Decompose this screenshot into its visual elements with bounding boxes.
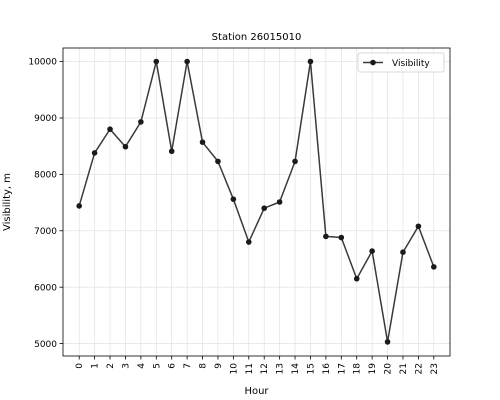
x-tick-label: 8 [199,363,209,369]
y-tick-label: 7000 [34,227,57,237]
data-point [307,58,314,65]
x-tick-label: 0 [75,363,85,369]
data-point [168,148,175,155]
x-tick-label: 7 [183,363,193,369]
x-tick-label: 1 [91,363,101,369]
x-tick-label: 17 [337,363,347,374]
x-tick-label: 5 [152,363,162,369]
x-tick-label: 3 [121,363,131,369]
data-point [215,158,221,165]
y-tick-label: 10000 [28,58,57,68]
x-tick-label: 12 [260,363,270,374]
data-point [199,139,206,146]
y-tick-label: 8000 [34,171,57,181]
x-tick-label: 6 [168,363,178,369]
data-point [415,223,422,230]
data-point [276,199,283,205]
y-tick-label: 9000 [34,114,57,124]
series-layer [76,58,437,345]
x-tick-label: 4 [137,363,147,369]
data-point [353,275,360,282]
grid [63,48,450,356]
data-point [122,143,129,150]
data-point [369,248,375,254]
legend-label-visibility: Visibility [392,59,430,69]
data-point [292,158,298,165]
y-axis-ticks: 5000 6000 7000 8000 9000 10000 [28,58,63,350]
data-point [400,249,406,256]
chart-title: Station 26015010 [212,32,302,43]
x-axis-label: Hour [244,386,269,397]
x-tick-label: 20 [384,363,394,375]
legend-marker [370,59,376,66]
legend-box [357,52,445,73]
data-point [184,58,190,65]
x-tick-label: 11 [245,363,255,374]
x-tick-label: 13 [276,363,286,374]
data-point [153,58,160,65]
data-point [230,196,237,202]
data-point [76,203,82,209]
data-point [245,239,252,245]
x-tick-label: 16 [322,363,332,375]
y-tick-label: 6000 [34,283,57,293]
data-point [338,234,345,241]
x-tick-label: 21 [399,363,409,374]
x-tick-label: 15 [306,363,316,374]
data-point [138,119,144,125]
x-axis-ticks: 0 1 2 3 4 5 6 7 8 9 10 11 12 13 14 15 16 17 18 19 20 21 22 23 [75,356,440,374]
data-point [91,150,98,156]
y-axis-label: Visibility, m [2,173,13,231]
data-point [431,264,437,270]
x-tick-label: 14 [291,363,301,375]
series-line-visibility [78,60,435,343]
y-tick-label: 5000 [34,340,57,350]
data-point [261,205,268,212]
x-tick-label: 22 [414,363,424,374]
plot-frame [62,47,451,357]
data-point [384,339,391,345]
x-tick-label: 18 [353,363,363,375]
x-tick-label: 19 [368,363,378,375]
legend: Visibility [357,52,445,73]
data-point [107,126,113,133]
x-tick-label: 10 [229,363,239,375]
x-tick-label: 23 [430,363,440,374]
x-tick-label: 9 [214,363,224,369]
data-point [323,233,329,240]
x-tick-label: 2 [106,363,116,369]
